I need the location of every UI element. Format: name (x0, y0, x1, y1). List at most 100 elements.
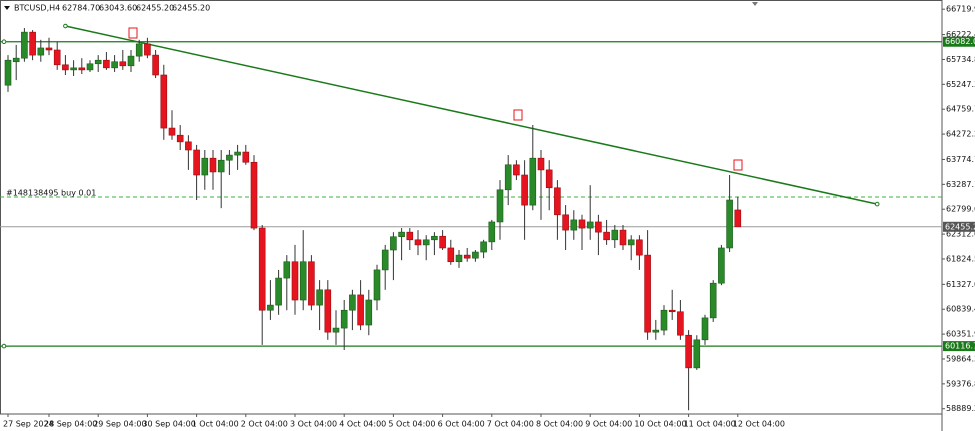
candle-body-down (578, 219, 586, 229)
y-tick-label: 64759.75 (946, 105, 975, 114)
candle-body-down (324, 289, 332, 333)
candle-body-up (422, 239, 430, 246)
x-tick-label: 3 Oct 04:00 (290, 420, 337, 429)
candle-body-up (4, 59, 12, 86)
symbol: BTCUSD,H4 (14, 4, 60, 13)
y-tick-label: 63774.70 (946, 155, 975, 164)
candle-body-down (677, 311, 684, 336)
candle-body-down (144, 43, 151, 56)
x-tick-label: 5 Oct 04:00 (388, 420, 435, 429)
alert-icons (128, 27, 743, 171)
y-tick-label: 60839.45 (946, 305, 975, 314)
candle-body-down (406, 231, 414, 241)
candle-body-up (217, 159, 225, 173)
candle-body-down (463, 254, 471, 259)
candle-body-down (258, 227, 266, 311)
y-tick-label: 61824.50 (946, 254, 975, 263)
candle-body-down (160, 74, 168, 129)
x-tick-label: 11 Oct 04:00 (684, 420, 736, 429)
current-price-label: 62455.20 (945, 222, 975, 231)
y-tick-label: 58889.25 (946, 404, 975, 413)
candle-body-down (619, 229, 627, 246)
candle-body-down (554, 187, 561, 216)
candle-body-up (86, 63, 94, 71)
candle-body-up (701, 317, 709, 341)
alert-icon (128, 27, 138, 39)
candle-body-up (70, 67, 77, 71)
candle-body-up (21, 31, 28, 59)
candle-body-up (299, 261, 307, 301)
x-tick-label: 1 Oct 04:00 (192, 420, 239, 429)
candle-body-down (45, 47, 53, 51)
candle-body-up (365, 299, 373, 326)
candle-body-up (340, 309, 348, 329)
x-tick-label: 4 Oct 04:00 (339, 420, 386, 429)
candle-body-up (390, 236, 397, 251)
candle-body-up (455, 254, 463, 263)
x-tick-label: 12 Oct 04:00 (733, 420, 785, 429)
candle-body-up (267, 304, 274, 311)
x-tick-label: 27 Sep 2024 (3, 420, 54, 429)
candle-body-up (381, 249, 389, 271)
y-tick-label: 62312.05 (946, 230, 975, 239)
candle-body-up (135, 43, 143, 57)
candle-body-down (439, 235, 446, 249)
candle-body-up (529, 157, 537, 206)
y-tick-label: 65247.30 (946, 80, 975, 89)
candle-body-down (168, 127, 176, 136)
candle-body-up (373, 269, 381, 301)
candle-body-down (185, 141, 192, 151)
candle-body-down (595, 221, 602, 233)
candle-body-up (611, 229, 619, 241)
y-tick-label: 59376.80 (946, 379, 975, 388)
y-tick-label: 64272.20 (946, 130, 975, 139)
candle-body-up (37, 47, 45, 56)
candle-body-up (12, 57, 20, 63)
candle-body-up (709, 282, 717, 319)
y-tick-label: 61327.00 (946, 280, 975, 289)
candle-body-up (693, 339, 701, 369)
order-label: #148138495 buy 0.01 (6, 188, 96, 197)
x-tick-label: 28 Sep 04:00 (44, 420, 97, 429)
candle-body-down (78, 67, 86, 71)
candle-body-down (103, 59, 110, 69)
candle-body-down (209, 157, 217, 173)
candle-body-down (29, 31, 36, 56)
candle-body-down (308, 261, 315, 306)
candle-body-down (414, 239, 422, 246)
candle-body-down (447, 247, 455, 263)
candle-body-down (250, 161, 258, 229)
y-tick-label: 59864.35 (946, 354, 975, 363)
x-tick-label: 30 Sep 04:00 (142, 420, 195, 429)
symbol-menu-arrow (4, 6, 10, 10)
candle-body-up (660, 309, 668, 331)
level-anchor (1, 39, 7, 45)
level-label: 66082.00 (945, 37, 975, 46)
candle-body-up (472, 251, 479, 259)
alert-icon (733, 159, 743, 171)
scroll-marker (752, 2, 758, 6)
current-price-box (943, 221, 975, 232)
candle-body-down (176, 134, 184, 143)
candle-body-up (718, 247, 725, 284)
candles (4, 28, 742, 411)
candle-body-down (603, 231, 610, 241)
candle-body-up (283, 261, 291, 279)
y-tick-label: 60351.90 (946, 330, 975, 339)
candle-body-down (668, 309, 676, 313)
candle-body-up (111, 61, 118, 69)
candle-body-up (488, 221, 496, 243)
candle-body-up (94, 59, 102, 65)
candle-body-up (496, 189, 504, 223)
candle-body-down (242, 151, 250, 163)
candle-body-down (152, 54, 159, 76)
candle-body-down (193, 149, 200, 176)
candle-body-down (521, 174, 528, 206)
level-box (943, 341, 975, 352)
candle-body-down (734, 209, 742, 228)
candle-body-up (201, 157, 209, 176)
trendline-anchor (63, 23, 68, 29)
candle-body-up (398, 231, 405, 238)
